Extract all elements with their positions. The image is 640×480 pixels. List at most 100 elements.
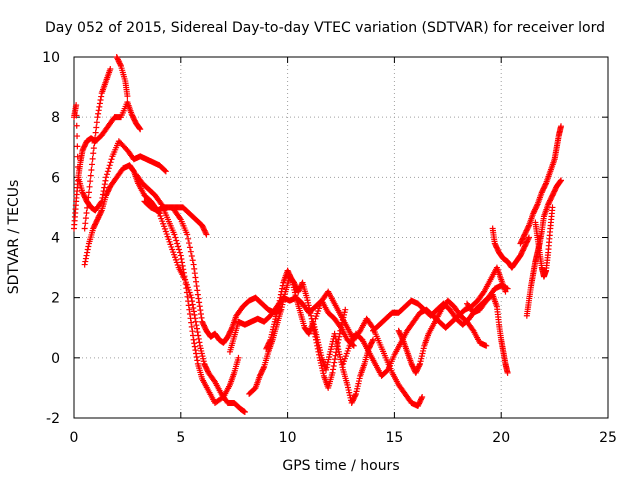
data-point xyxy=(179,262,186,269)
data-point xyxy=(101,181,108,188)
data-point xyxy=(95,107,102,114)
data-point xyxy=(90,150,97,157)
data-point xyxy=(196,339,203,346)
data-point xyxy=(102,177,109,184)
data-point xyxy=(193,325,200,332)
y-tick-label: 2 xyxy=(51,291,60,307)
data-point xyxy=(95,110,102,117)
data-point xyxy=(93,124,100,131)
data-point xyxy=(330,362,337,369)
data-point xyxy=(260,365,267,372)
data-point xyxy=(211,377,218,384)
data-point xyxy=(558,123,565,130)
data-point xyxy=(74,164,81,171)
data-point xyxy=(241,408,248,415)
data-point xyxy=(92,129,99,136)
data-point xyxy=(73,122,80,129)
data-point xyxy=(74,133,81,140)
data-point xyxy=(279,282,286,289)
data-point xyxy=(298,280,305,287)
data-point xyxy=(176,215,183,222)
data-point xyxy=(369,338,376,345)
data-point xyxy=(187,248,194,255)
data-point xyxy=(203,231,210,238)
data-point xyxy=(190,261,197,268)
data-point xyxy=(73,102,80,109)
series-19 xyxy=(523,177,565,319)
data-point xyxy=(84,246,91,253)
data-point xyxy=(193,350,200,357)
data-point xyxy=(193,283,200,290)
data-point xyxy=(81,261,88,268)
data-point xyxy=(190,336,197,343)
data-point xyxy=(94,114,101,121)
data-point xyxy=(124,93,131,100)
data-point xyxy=(84,249,91,256)
data-point xyxy=(108,156,115,163)
data-point xyxy=(352,392,359,399)
data-point xyxy=(190,304,197,311)
data-point xyxy=(175,243,182,250)
y-axis-label: SDTVAR / TECUs xyxy=(6,180,22,295)
data-point xyxy=(180,269,187,276)
data-point xyxy=(101,184,108,191)
y-tick-label: 8 xyxy=(51,110,60,126)
data-point xyxy=(184,231,191,238)
data-point xyxy=(194,287,201,294)
data-point xyxy=(192,318,199,325)
x-tick-label: 25 xyxy=(599,430,617,446)
series-18 xyxy=(517,123,565,247)
data-point xyxy=(89,161,96,168)
data-point xyxy=(480,289,487,296)
data-point xyxy=(103,171,110,178)
data-point xyxy=(469,326,476,333)
data-point xyxy=(195,335,202,342)
series-11 xyxy=(263,267,377,406)
data-point xyxy=(92,134,99,141)
data-point xyxy=(87,172,94,179)
data-point xyxy=(196,303,203,310)
data-point xyxy=(336,330,343,337)
data-point xyxy=(276,300,283,307)
data-point xyxy=(189,328,196,335)
data-point xyxy=(330,366,337,373)
data-point xyxy=(504,285,511,292)
series-15 xyxy=(395,297,490,376)
data-point xyxy=(202,230,209,237)
data-point xyxy=(276,297,283,304)
series-17 xyxy=(489,225,532,271)
data-point xyxy=(189,301,196,308)
data-point xyxy=(189,257,196,264)
data-point xyxy=(117,61,124,68)
data-point xyxy=(83,210,90,217)
series-3 xyxy=(81,66,114,232)
series-7 xyxy=(141,198,210,238)
data-point xyxy=(105,165,112,172)
data-point xyxy=(329,369,336,376)
data-point xyxy=(194,291,201,298)
y-tick-label: 6 xyxy=(51,170,60,186)
axis-ticks: 0 5 10 15 20 25 -2 0 2 4 6 8 10 xyxy=(42,50,617,446)
data-point xyxy=(183,285,190,292)
series-5 xyxy=(81,162,248,415)
data-point xyxy=(136,125,143,132)
data-point xyxy=(74,153,81,160)
data-point xyxy=(183,289,190,296)
data-point xyxy=(525,223,532,230)
series-20 xyxy=(532,204,556,280)
data-point xyxy=(525,234,532,241)
data-point xyxy=(549,204,556,211)
data-point xyxy=(288,275,295,282)
data-point xyxy=(308,312,315,319)
data-point xyxy=(178,255,185,262)
data-point xyxy=(399,335,406,342)
data-point xyxy=(104,168,111,175)
series-16 xyxy=(464,291,511,376)
data-point xyxy=(277,294,284,301)
y-tick-label: 0 xyxy=(51,351,60,367)
data-point xyxy=(177,252,184,259)
data-point xyxy=(182,280,189,287)
data-point xyxy=(191,340,198,347)
data-point xyxy=(188,294,195,301)
data-point xyxy=(103,174,110,181)
